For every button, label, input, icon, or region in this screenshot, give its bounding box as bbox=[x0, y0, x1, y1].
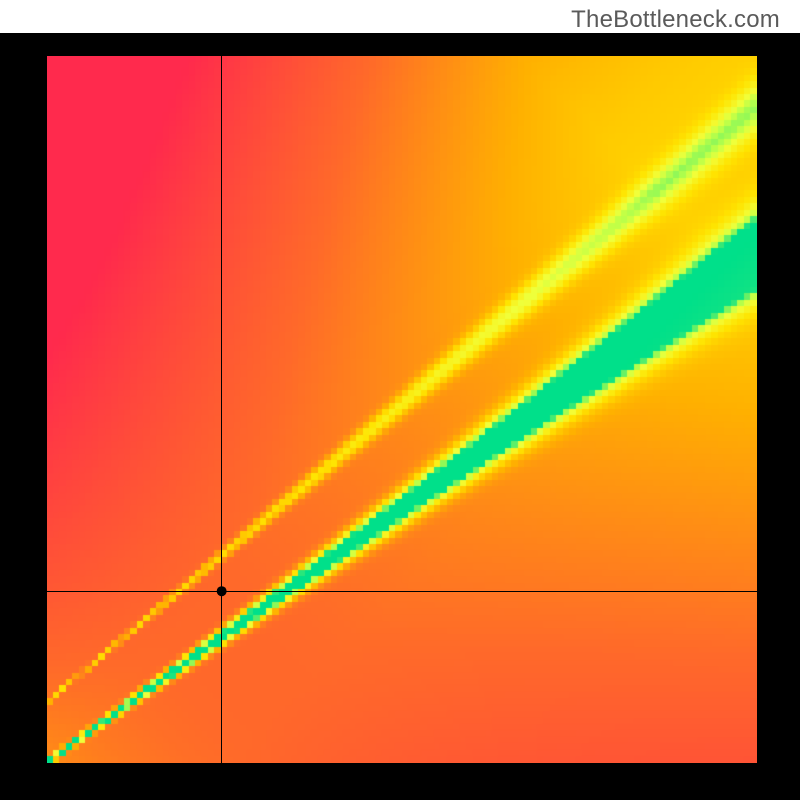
crosshair-marker bbox=[47, 56, 757, 763]
marker-dot-icon bbox=[217, 586, 227, 596]
watermark-text: TheBottleneck.com bbox=[571, 6, 780, 34]
